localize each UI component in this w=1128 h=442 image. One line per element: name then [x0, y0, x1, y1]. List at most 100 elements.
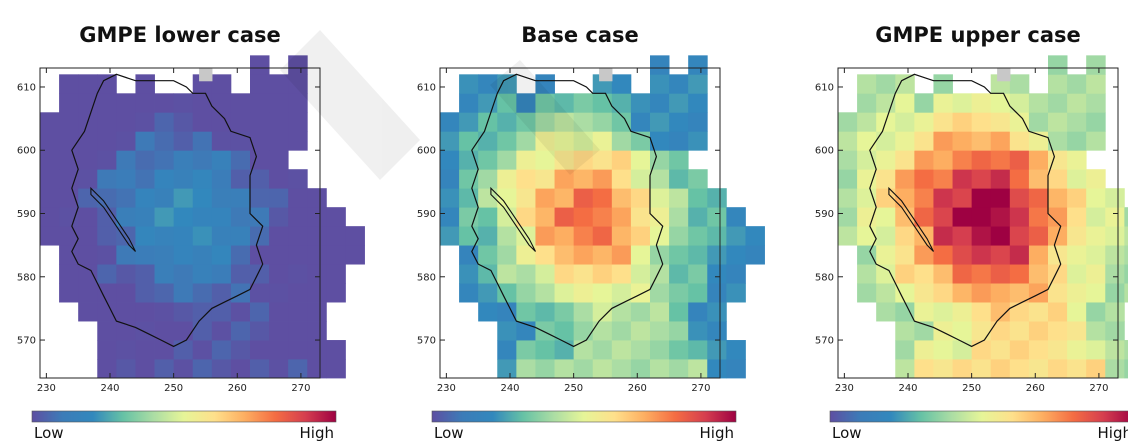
heatmap-cell [535, 321, 555, 341]
y-tick-label: 580 [17, 272, 36, 283]
heatmap-cell [611, 359, 632, 379]
heatmap-cell [876, 226, 896, 246]
heatmap-cell [630, 226, 651, 246]
heatmap-cell [650, 340, 670, 360]
no-data-cell [199, 68, 213, 82]
heatmap-cell [40, 207, 60, 227]
heatmap-cell [192, 321, 213, 341]
heatmap-cell [857, 169, 877, 189]
heatmap-cell [1086, 74, 1106, 94]
heatmap-cell [230, 245, 251, 265]
heatmap-cell [573, 264, 594, 284]
heatmap-cell [688, 131, 708, 151]
heatmap-cell [211, 283, 232, 303]
heatmap-cell [535, 150, 555, 170]
heatmap-cell [990, 93, 1011, 113]
heatmap-cell [440, 131, 460, 151]
heatmap-cell [288, 264, 308, 284]
colorbar [829, 410, 1128, 423]
heatmap-cell [516, 226, 536, 246]
heatmap-cell [288, 93, 308, 113]
heatmap-cell [307, 264, 327, 284]
heatmap-cell [535, 74, 555, 94]
heatmap-cell [707, 321, 727, 341]
heatmap-cell [554, 188, 575, 208]
heatmap-cell [326, 283, 346, 303]
heatmap-cell [269, 93, 289, 113]
heatmap-cell [971, 131, 992, 151]
heatmap-cell [554, 93, 575, 113]
heatmap-cell [1028, 93, 1049, 113]
heatmap-cell [895, 264, 915, 284]
y-tick-label: 600 [17, 146, 36, 157]
x-tick-label: 250 [962, 383, 981, 394]
heatmap-cell [1009, 226, 1030, 246]
heatmap-cell [990, 302, 1011, 322]
heatmap-cell [669, 340, 689, 360]
heatmap-cell [592, 226, 613, 246]
heatmap-cell [1009, 283, 1030, 303]
heatmap-cell [952, 150, 973, 170]
heatmap-cell [952, 283, 973, 303]
heatmap-cell [97, 226, 117, 246]
x-tick-label: 270 [691, 383, 710, 394]
y-tick-label: 580 [417, 272, 436, 283]
y-tick-label: 600 [417, 146, 436, 157]
heatmap-cell [592, 340, 613, 360]
heatmap-cell [914, 283, 934, 303]
heatmap-cell [478, 93, 498, 113]
boundary-outline [71, 73, 264, 348]
heatmap-cell [1086, 93, 1106, 113]
heatmap-cell [269, 226, 289, 246]
heatmap-cell [211, 169, 232, 189]
heatmap-cell [97, 188, 117, 208]
heatmap-cell [135, 131, 155, 151]
heatmap-cell [952, 188, 973, 208]
heatmap-cell [135, 321, 155, 341]
heatmap-cell [516, 302, 536, 322]
heatmap-cell [1009, 321, 1030, 341]
heatmap-cell [573, 207, 594, 227]
heatmap-cell [895, 112, 915, 132]
heatmap-cell [876, 302, 896, 322]
heatmap-cell [192, 150, 213, 170]
heatmap-cell [211, 112, 232, 132]
heatmap-cell [1048, 74, 1068, 94]
heatmap-cell [326, 245, 346, 265]
heatmap-cell [914, 93, 934, 113]
heatmap-cell [876, 150, 896, 170]
heatmap-cell [269, 264, 289, 284]
heatmap-cell [971, 302, 992, 322]
heatmap-cell [1028, 169, 1049, 189]
heatmap-cell [650, 55, 670, 75]
heatmap-cell [611, 188, 632, 208]
heatmap-cell [707, 302, 727, 322]
heatmap-cell [288, 245, 308, 265]
heatmap-cell [726, 340, 746, 360]
x-tick-label: 240 [100, 383, 119, 394]
heatmap-cell [726, 245, 746, 265]
heatmap-cell [192, 112, 213, 132]
heatmap-cell [307, 340, 327, 360]
heatmap-cell [59, 245, 79, 265]
heatmap-cell [154, 93, 175, 113]
heatmap-cell [230, 340, 251, 360]
heatmap-cell [78, 131, 98, 151]
heatmap-cell [288, 74, 308, 94]
heatmap-cell [116, 207, 136, 227]
heatmap-cell [230, 150, 251, 170]
heatmap-cell [516, 207, 536, 227]
heatmap-cell [1048, 55, 1068, 75]
heatmap-cell [116, 93, 136, 113]
heatmap-cell [211, 131, 232, 151]
heatmap-cell [573, 112, 594, 132]
heatmap-cell [971, 93, 992, 113]
heatmap-cell [78, 169, 98, 189]
heatmap-cell [876, 131, 896, 151]
heatmap-cell [230, 283, 251, 303]
heatmap-cell [1067, 321, 1087, 341]
heatmap-cell [154, 283, 175, 303]
heatmap-cell [516, 245, 536, 265]
heatmap-cell [688, 74, 708, 94]
heatmap-cell [952, 302, 973, 322]
